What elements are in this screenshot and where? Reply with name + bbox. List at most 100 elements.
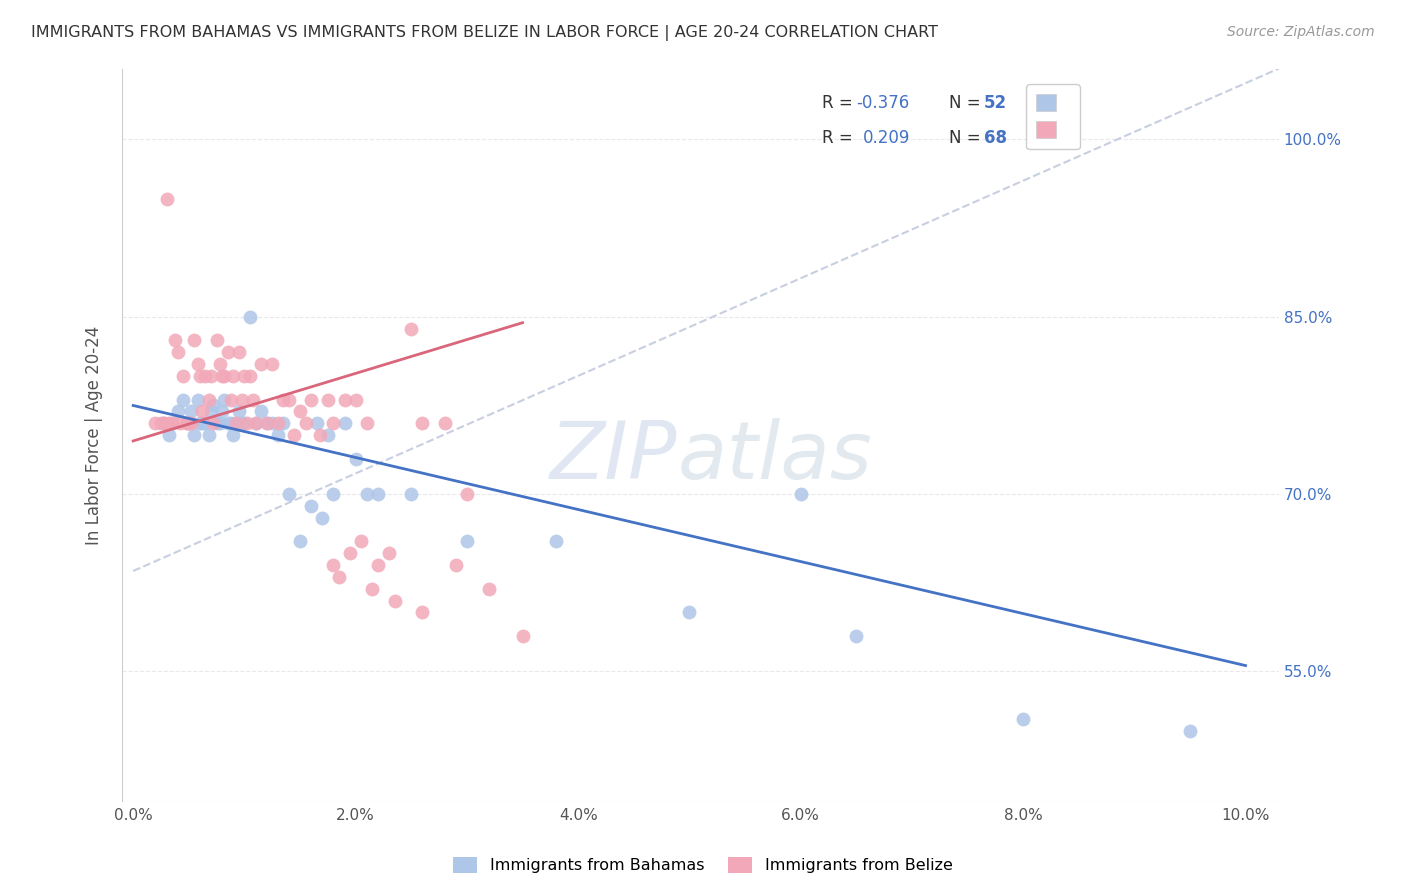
Point <box>239 310 262 324</box>
Point <box>245 416 267 430</box>
Point <box>233 416 256 430</box>
Point <box>277 392 299 407</box>
Point <box>205 416 228 430</box>
Point <box>384 593 406 607</box>
Point <box>172 368 194 383</box>
Point <box>214 368 236 383</box>
Point <box>145 416 167 430</box>
Point <box>222 428 245 442</box>
Point <box>277 487 299 501</box>
Point <box>202 399 225 413</box>
Point <box>165 334 187 348</box>
Point <box>333 416 356 430</box>
Point <box>166 404 188 418</box>
Point <box>155 192 177 206</box>
Text: ZIP: ZIP <box>550 418 678 496</box>
Point <box>166 345 188 359</box>
Point <box>219 392 242 407</box>
Point <box>183 334 205 348</box>
Point <box>309 428 332 442</box>
Point <box>239 368 262 383</box>
Point <box>299 392 322 407</box>
Point <box>361 582 384 596</box>
Point <box>200 368 222 383</box>
Point <box>444 558 467 572</box>
Point <box>344 392 367 407</box>
Point <box>544 534 567 549</box>
Point <box>283 428 305 442</box>
Point <box>231 416 253 430</box>
Point <box>242 392 264 407</box>
Point <box>316 428 339 442</box>
Point <box>1012 712 1035 726</box>
Point <box>433 416 456 430</box>
Point <box>214 392 236 407</box>
Point <box>211 368 233 383</box>
Point <box>176 416 198 430</box>
Point <box>256 416 278 430</box>
Point <box>1178 723 1201 738</box>
Point <box>350 534 373 549</box>
Point <box>194 416 217 430</box>
Point <box>187 392 209 407</box>
Point <box>233 368 256 383</box>
Point <box>322 558 344 572</box>
Point <box>217 416 239 430</box>
Point <box>299 499 322 513</box>
Point <box>202 416 225 430</box>
Point <box>219 416 242 430</box>
Point <box>262 416 284 430</box>
Text: atlas: atlas <box>678 418 872 496</box>
Point <box>153 416 176 430</box>
Point <box>401 487 423 501</box>
Point <box>322 416 344 430</box>
Point <box>222 368 245 383</box>
Point <box>208 357 231 371</box>
Point <box>228 404 250 418</box>
Point <box>267 416 290 430</box>
Point <box>177 416 200 430</box>
Point <box>411 606 433 620</box>
Point <box>273 392 295 407</box>
Point <box>228 345 250 359</box>
Text: -0.376: -0.376 <box>856 94 910 112</box>
Point <box>678 606 700 620</box>
Point <box>205 334 228 348</box>
Point <box>180 404 202 418</box>
Point <box>294 416 316 430</box>
Point <box>322 487 344 501</box>
Text: R =: R = <box>823 129 858 147</box>
Y-axis label: In Labor Force | Age 20-24: In Labor Force | Age 20-24 <box>86 326 103 545</box>
Point <box>160 416 183 430</box>
Point <box>250 404 273 418</box>
Point <box>188 416 211 430</box>
Point <box>256 416 278 430</box>
Point <box>401 321 423 335</box>
Legend: , : , <box>1026 84 1080 149</box>
Text: R =: R = <box>823 94 858 112</box>
Point <box>356 487 378 501</box>
Point <box>356 416 378 430</box>
Point <box>198 428 221 442</box>
Point <box>378 546 401 560</box>
Point <box>328 570 350 584</box>
Point <box>225 416 247 430</box>
Text: 52: 52 <box>984 94 1007 112</box>
Point <box>262 357 284 371</box>
Text: N =: N = <box>949 94 986 112</box>
Point <box>194 368 217 383</box>
Point <box>183 428 205 442</box>
Text: Source: ZipAtlas.com: Source: ZipAtlas.com <box>1227 25 1375 39</box>
Point <box>250 357 273 371</box>
Point <box>153 416 176 430</box>
Point <box>188 368 211 383</box>
Point <box>456 534 478 549</box>
Point <box>160 416 183 430</box>
Point <box>208 416 231 430</box>
Point <box>149 416 172 430</box>
Text: IMMIGRANTS FROM BAHAMAS VS IMMIGRANTS FROM BELIZE IN LABOR FORCE | AGE 20-24 COR: IMMIGRANTS FROM BAHAMAS VS IMMIGRANTS FR… <box>31 25 938 41</box>
Point <box>231 392 253 407</box>
Point <box>267 428 290 442</box>
Point <box>333 392 356 407</box>
Point <box>225 416 247 430</box>
